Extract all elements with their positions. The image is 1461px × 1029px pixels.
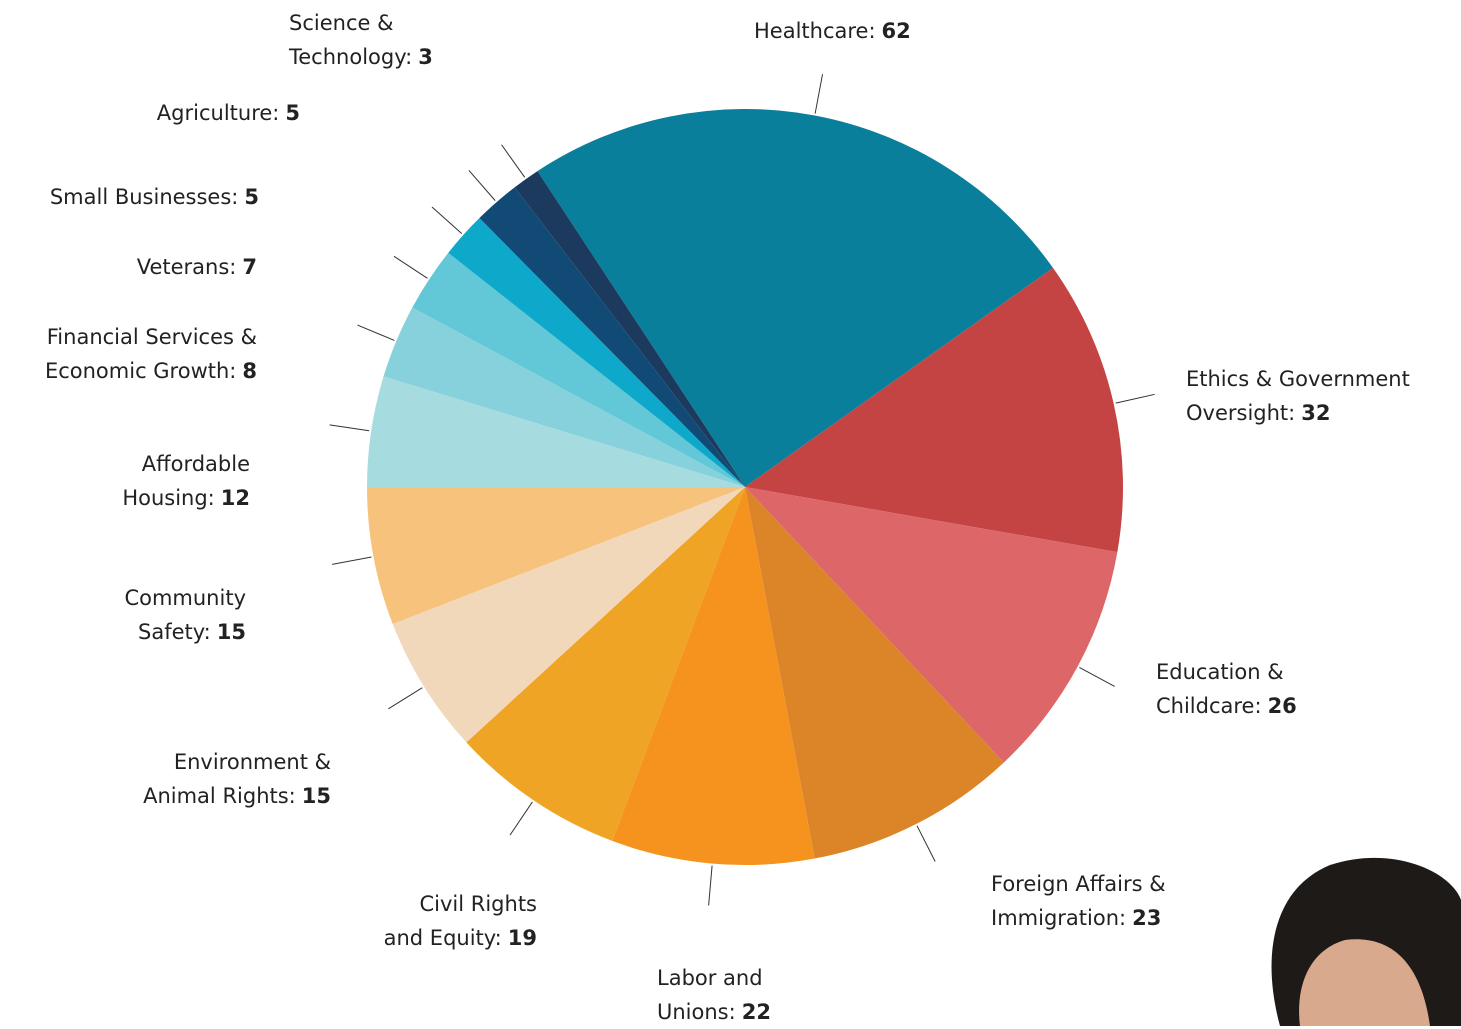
slice-label: Financial Services & Economic Growth: 8 — [45, 320, 257, 388]
value-label: 15 — [216, 620, 246, 644]
pie-slice — [514, 171, 745, 487]
category-label: Labor and Unions: — [657, 966, 763, 1024]
pie-slice — [383, 307, 745, 487]
value-label: 26 — [1267, 694, 1297, 718]
photo — [1271, 857, 1461, 1026]
category-label: Small Businesses: — [49, 185, 239, 209]
value-label: 62 — [881, 19, 911, 43]
pie-slice — [745, 487, 1118, 763]
slice-label: Science & Technology: 3 — [289, 6, 433, 74]
leader-line — [814, 74, 824, 114]
slice-label: Foreign Affairs & Immigration: 23 — [991, 867, 1166, 935]
leader-line — [916, 825, 936, 862]
category-label: Foreign Affairs & Immigration: — [991, 872, 1166, 930]
value-label: 32 — [1301, 401, 1331, 425]
leader-line — [1115, 393, 1155, 404]
slice-label: Veterans: 7 — [137, 250, 257, 284]
value-label: 19 — [507, 926, 537, 950]
leader-line — [501, 144, 526, 178]
category-label: Education & Childcare: — [1156, 660, 1284, 718]
category-label: Ethics & Government Oversight: — [1186, 367, 1410, 425]
slice-label: Civil Rights and Equity: 19 — [384, 887, 537, 955]
leader-line — [468, 170, 496, 201]
pie-slice — [367, 376, 745, 487]
pie-slice — [412, 252, 745, 487]
pie-slice — [392, 487, 745, 743]
leader-line — [509, 801, 533, 836]
value-label: 15 — [301, 784, 331, 808]
slice-label: Agriculture: 5 — [157, 96, 300, 130]
pie-slice — [745, 267, 1123, 553]
leader-line — [357, 324, 395, 341]
value-label: 5 — [244, 185, 259, 209]
category-label: Financial Services & Economic Growth: — [44, 325, 257, 383]
value-label: 5 — [285, 101, 300, 125]
category-label: Community Safety: — [124, 586, 246, 644]
category-label: Healthcare: — [754, 19, 876, 43]
leader-line — [708, 865, 713, 906]
pie-slice — [466, 487, 745, 841]
category-label: Science & Technology: — [289, 11, 413, 69]
category-label: Civil Rights and Equity: — [383, 892, 537, 950]
category-label: Environment & Animal Rights: — [143, 750, 331, 808]
value-label: 7 — [242, 255, 257, 279]
leader-line — [329, 424, 370, 432]
value-label: 12 — [220, 486, 250, 510]
category-label: Agriculture: — [156, 101, 280, 125]
category-label: Affordable Housing: — [122, 452, 250, 510]
slice-label: Affordable Housing: 12 — [122, 447, 250, 515]
pie-slice — [612, 487, 815, 866]
category-label: Veterans: — [136, 255, 237, 279]
leader-line — [388, 687, 423, 710]
pie-slice — [745, 487, 1004, 859]
value-label: 22 — [741, 1000, 771, 1024]
value-label: 23 — [1132, 906, 1162, 930]
pie-slice — [448, 218, 745, 487]
slice-label: Labor and Unions: 22 — [657, 961, 771, 1029]
slice-label: Small Businesses: 5 — [50, 180, 259, 214]
pie-slice — [537, 109, 1054, 488]
slice-label: Environment & Animal Rights: 15 — [143, 745, 331, 813]
pie-slice — [366, 486, 745, 625]
slice-label: Healthcare: 62 — [754, 14, 911, 48]
leader-line — [393, 255, 428, 279]
leader-line — [431, 206, 463, 235]
slice-label: Community Safety: 15 — [124, 581, 246, 649]
leader-line — [1079, 667, 1115, 687]
slice-label: Ethics & Government Oversight: 32 — [1186, 362, 1410, 430]
value-label: 3 — [418, 45, 433, 69]
pie-slice — [479, 187, 745, 487]
value-label: 8 — [242, 359, 257, 383]
leader-line — [332, 556, 372, 565]
slice-label: Education & Childcare: 26 — [1156, 655, 1297, 723]
